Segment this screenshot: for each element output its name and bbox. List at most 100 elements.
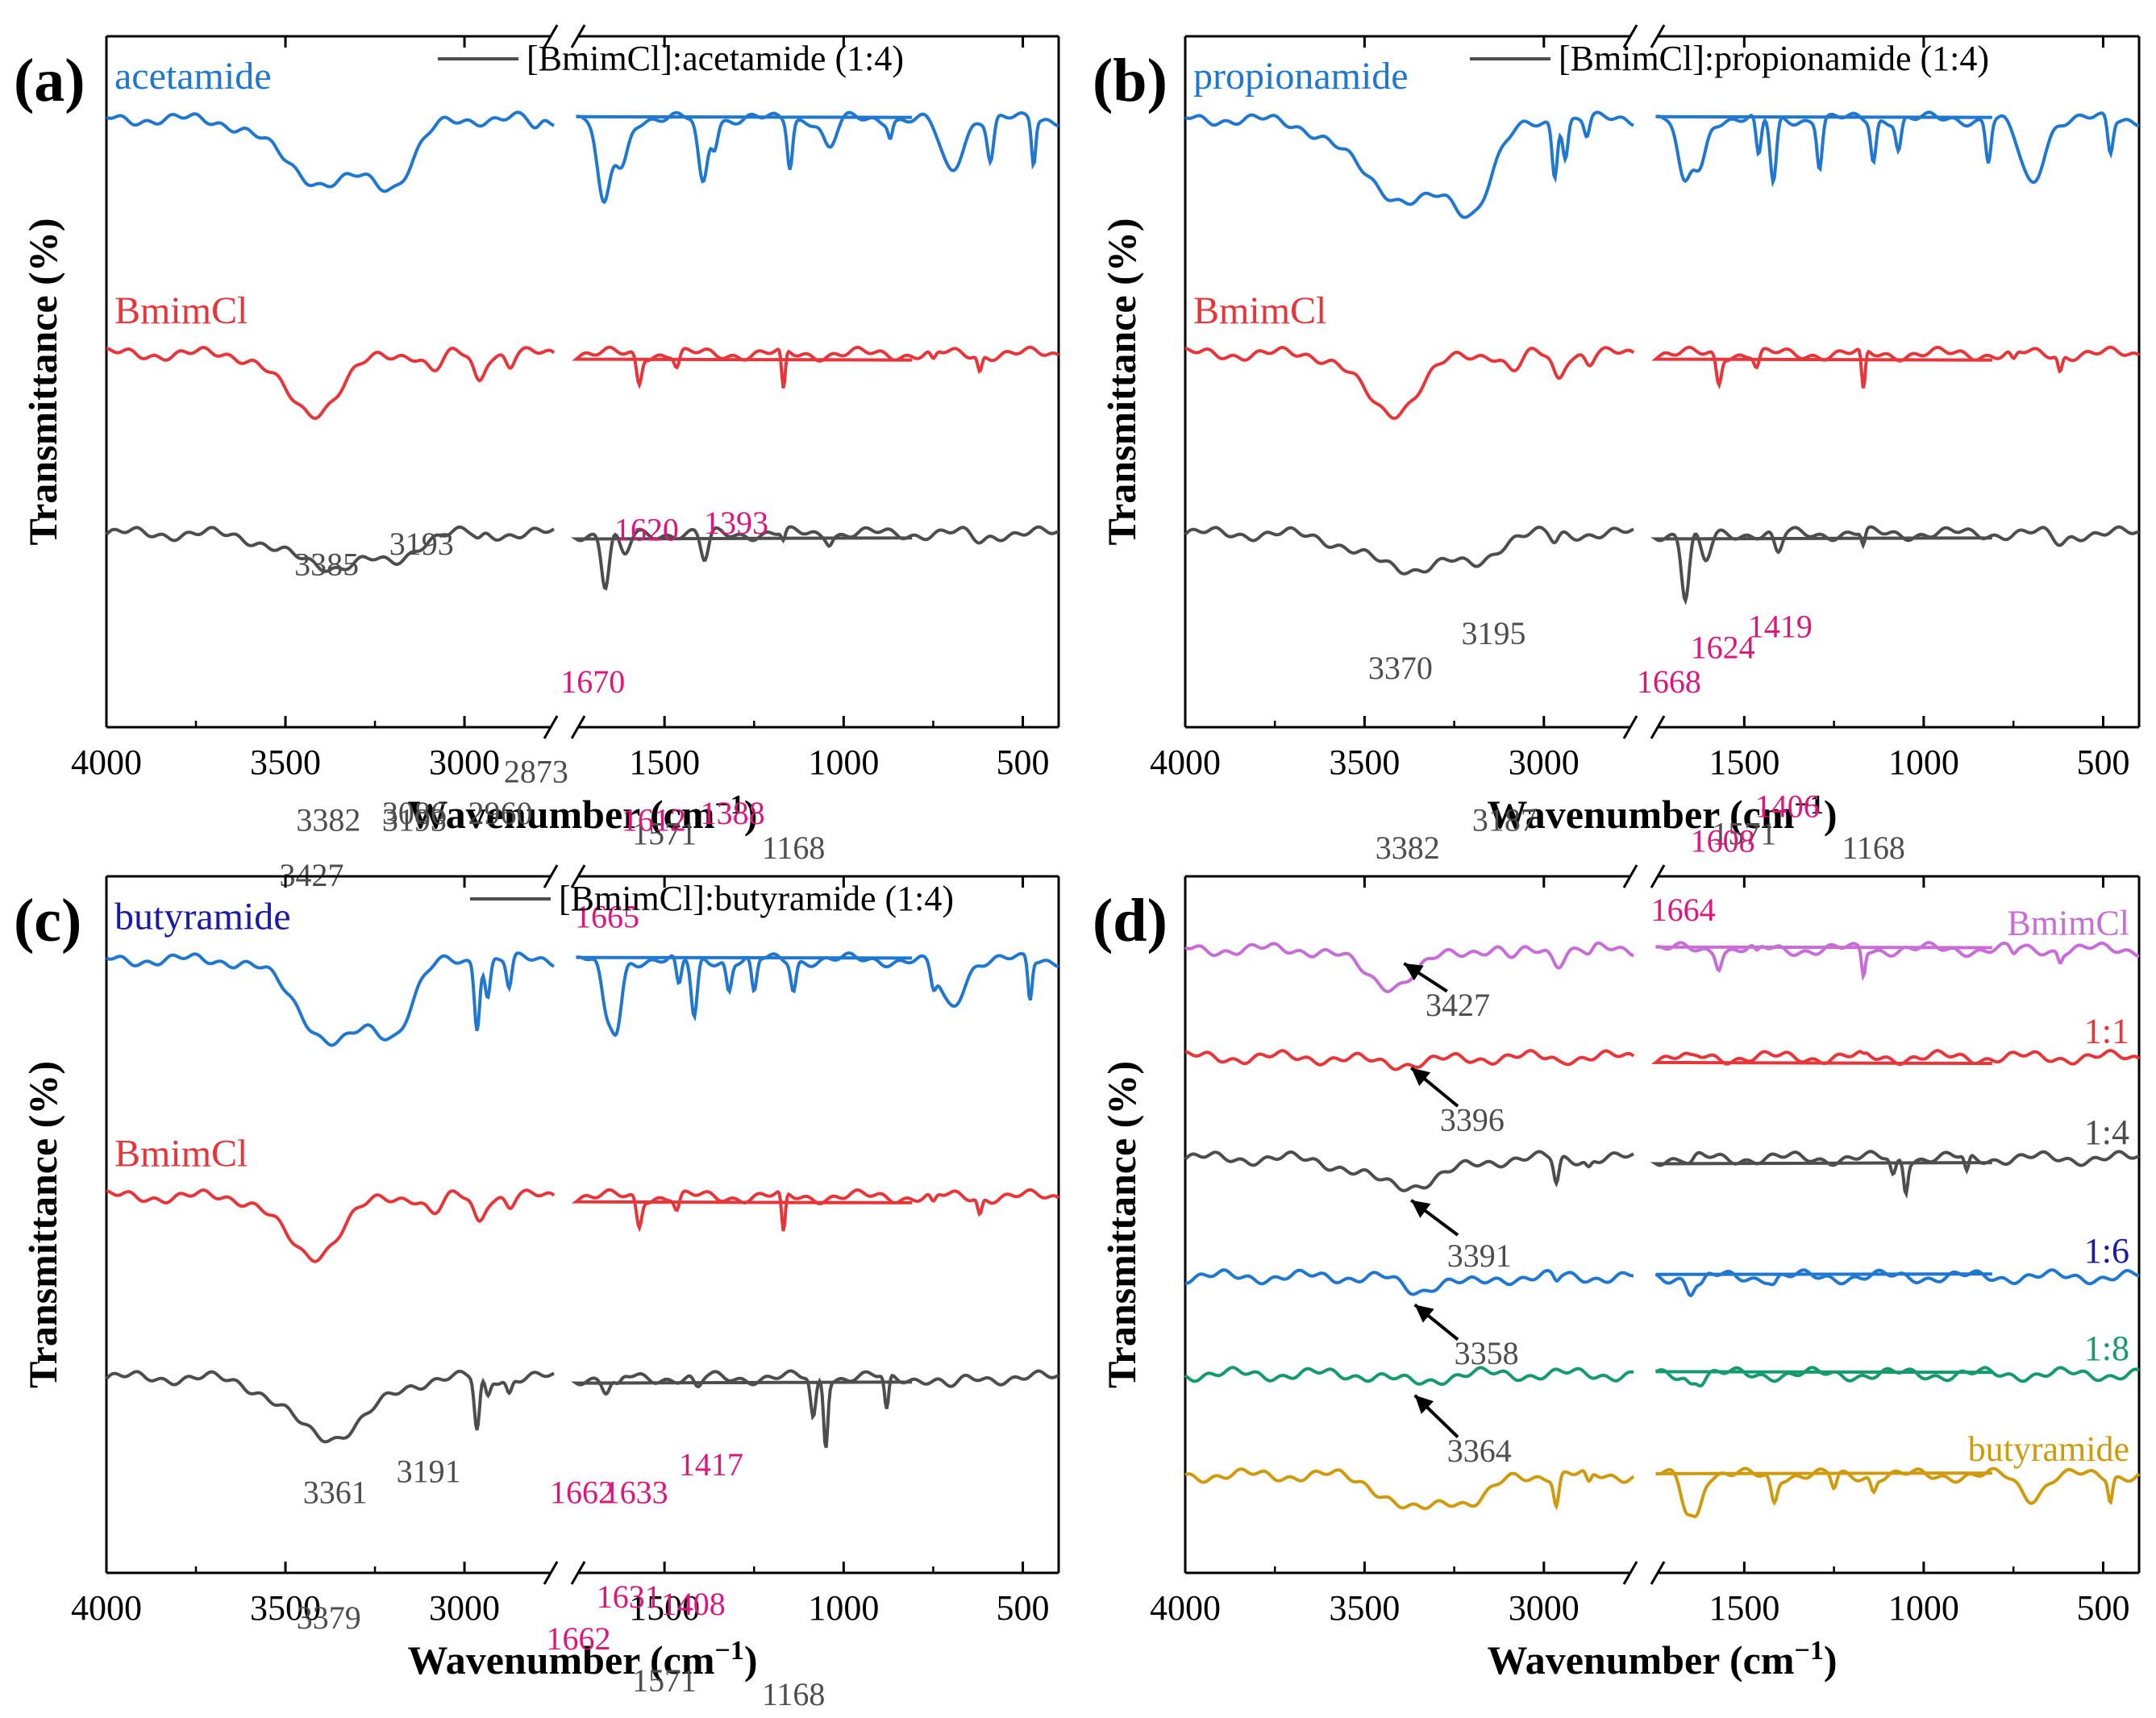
series-label: propionamide xyxy=(1193,55,1409,98)
x-axis-label-sup: −1 xyxy=(1794,1636,1823,1666)
series-line--bmimcl-acetamide-1-4- xyxy=(570,525,1059,591)
axis-break-mark xyxy=(570,24,586,48)
peak-annotation: 1408 xyxy=(661,1586,726,1622)
peak-annotation: 1665 xyxy=(575,899,639,935)
series-label: butyramide xyxy=(1968,1429,2129,1469)
y-axis-label: Transmittance (%) xyxy=(20,218,65,546)
series-label: 1:4 xyxy=(2084,1113,2129,1152)
peak-annotation: 1624 xyxy=(1691,629,1755,665)
series-line-bmimcl xyxy=(1184,345,1635,420)
series-line-1-4 xyxy=(1184,1150,1634,1192)
series-line-bmimcl xyxy=(1184,941,1634,993)
series-line-1-8 xyxy=(1654,1366,2140,1388)
peak-annotation: 2960 xyxy=(468,795,532,831)
peak-annotation: 3187 xyxy=(1472,802,1537,838)
series-label: butyramide xyxy=(114,896,291,938)
x-axis-label: Wavenumber (cm−1) xyxy=(1487,790,1837,838)
series-line-bmimcl xyxy=(1655,941,2140,982)
series-line-acetamide xyxy=(576,110,1059,205)
series-line-1-1 xyxy=(1650,1049,2141,1067)
series-line-bmimcl xyxy=(571,1188,1060,1233)
series-line-bmimcl xyxy=(106,345,556,420)
x-axis-label-close: ) xyxy=(744,1637,758,1683)
x-tick-label: 1500 xyxy=(629,1588,700,1628)
series-line-1-4 xyxy=(1650,1150,2140,1199)
y-axis-label: Transmittance (%) xyxy=(20,1061,65,1388)
axis-break-mark xyxy=(570,864,586,888)
series-line--bmimcl-acetamide-1-4- xyxy=(105,525,555,573)
x-axis-label-main: Wavenumber (cm xyxy=(1487,792,1794,837)
series-label: 1:6 xyxy=(2084,1231,2129,1271)
panel-label: (b) xyxy=(1093,47,1167,114)
annotation-arrow-head xyxy=(1411,1200,1431,1218)
x-tick-label: 500 xyxy=(2076,743,2129,782)
x-tick-label: 4000 xyxy=(71,1588,142,1628)
series-line-1-8 xyxy=(1184,1366,1634,1387)
annotation-arrow-head xyxy=(1414,1395,1434,1414)
peak-annotation: 3391 xyxy=(1447,1238,1512,1274)
axis-break-mark xyxy=(570,1561,586,1585)
x-tick-label: 3500 xyxy=(250,743,321,782)
axis-break-mark xyxy=(1622,24,1638,48)
axis-break-mark xyxy=(1622,864,1638,888)
axis-break-mark xyxy=(570,715,586,739)
series-line-bmimcl xyxy=(1651,345,2141,389)
x-tick-label: 3000 xyxy=(1509,743,1580,782)
peak-annotation: 1417 xyxy=(679,1446,743,1483)
x-tick-label: 500 xyxy=(997,743,1050,782)
peak-annotation: 1168 xyxy=(762,830,826,866)
peak-annotation: 1571 xyxy=(632,1662,697,1699)
peak-annotation: 1388 xyxy=(701,795,765,831)
x-axis-label-main: Wavenumber (cm xyxy=(1487,1637,1794,1683)
legend-label: [BmimCl]:acetamide (1:4) xyxy=(527,39,904,78)
series-label: BmimCl xyxy=(2007,904,2129,943)
x-tick-label: 500 xyxy=(2076,1588,2129,1628)
axis-break-mark xyxy=(1650,715,1666,739)
series-line-butyramide xyxy=(1184,1467,1635,1511)
peak-annotation: 3191 xyxy=(397,1454,461,1490)
x-axis-label-close: ) xyxy=(1824,792,1838,837)
x-tick-label: 4000 xyxy=(1150,1588,1221,1628)
panel-label: (a) xyxy=(14,47,85,114)
legend-label: [BmimCl]:butyramide (1:4) xyxy=(559,879,954,918)
peak-annotation: 1393 xyxy=(704,505,768,541)
series-line-acetamide xyxy=(106,110,555,193)
x-tick-label: 4000 xyxy=(71,743,142,782)
peak-annotation: 3382 xyxy=(296,802,360,838)
panel-label: (c) xyxy=(14,887,81,955)
x-axis-label-sup: −1 xyxy=(1794,790,1823,820)
series-line-propionamide xyxy=(1184,110,1634,219)
axis-break-mark xyxy=(543,1561,559,1585)
y-axis-label: Transmittance (%) xyxy=(1099,1061,1144,1388)
peak-annotation: 1168 xyxy=(762,1676,826,1712)
x-axis-label-main: Wavenumber (cm xyxy=(407,1637,714,1683)
x-tick-label: 3500 xyxy=(1329,743,1400,782)
x-axis-label: Wavenumber (cm−1) xyxy=(1487,1636,1837,1683)
peak-annotation: 1668 xyxy=(1637,663,1701,700)
peak-annotation: 3379 xyxy=(297,1599,361,1636)
x-axis-label-close: ) xyxy=(1824,1637,1838,1683)
legend-label: [BmimCl]:propionamide (1:4) xyxy=(1559,39,1989,78)
panel-d: 4000 3500 3000 1500 1000 500 Wavenumber (cm−1)… xyxy=(1093,864,2141,1683)
x-tick-label: 500 xyxy=(997,1588,1050,1628)
peak-annotation: 1662 xyxy=(550,1475,614,1511)
peak-annotation: 3361 xyxy=(303,1475,368,1511)
series-line-1-6 xyxy=(1654,1268,2140,1298)
annotation-arrow-head xyxy=(1411,1067,1431,1087)
peak-annotation: 1633 xyxy=(604,1475,668,1511)
peak-annotation: 3382 xyxy=(1376,830,1440,866)
peak-annotation: 3193 xyxy=(389,526,454,562)
x-tick-label: 3500 xyxy=(250,1588,321,1628)
x-axis-label: Wavenumber (cm−1) xyxy=(407,1636,757,1683)
x-axis-label: Wavenumber (cm−1) xyxy=(407,790,757,838)
series-line-1-6 xyxy=(1184,1268,1634,1296)
peak-annotation: 3427 xyxy=(1426,987,1490,1023)
x-tick-label: 3000 xyxy=(429,1588,500,1628)
peak-annotation: 1419 xyxy=(1748,609,1813,645)
x-tick-label: 1000 xyxy=(808,743,879,782)
panel-label: (d) xyxy=(1093,887,1167,955)
series-line--bmimcl-propionamide-1-4- xyxy=(1650,525,2140,605)
x-tick-label: 1000 xyxy=(808,1588,879,1628)
peak-annotation: 3364 xyxy=(1447,1433,1512,1469)
